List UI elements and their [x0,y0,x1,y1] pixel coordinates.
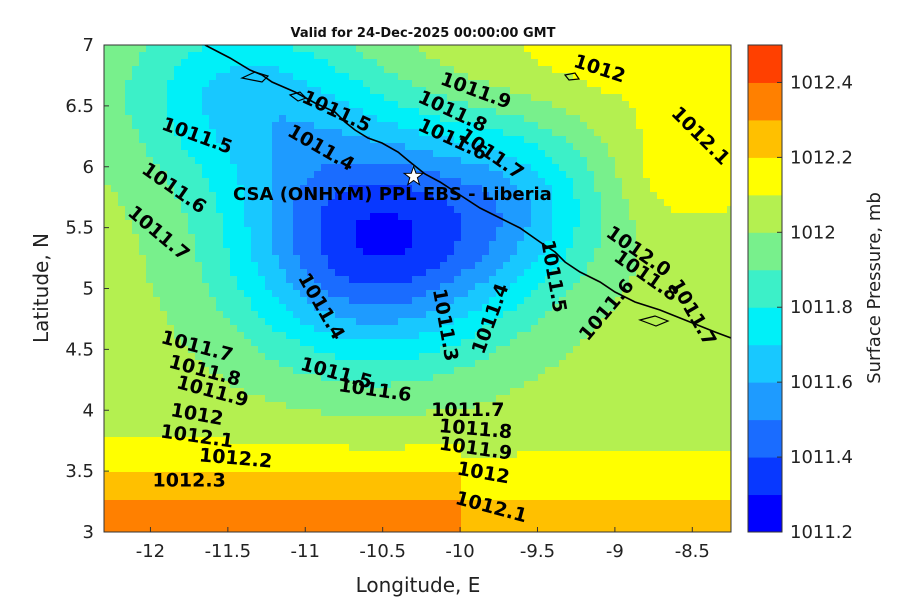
colorbar-label: Surface Pressure, mb [864,192,885,384]
x-tick-label: -11.5 [205,541,252,562]
colorbar [747,44,783,533]
contour-label: 1011.7 [431,399,504,421]
x-tick-label: -8.5 [675,541,710,562]
colorbar-swatch [748,157,782,196]
colorbar-swatch [748,232,782,271]
y-tick-label: 6.5 [65,96,94,117]
colorbar-swatch [748,419,782,458]
colorbar-ticks: 1011.2 1011.4 1011.6 1011.8 1012 1012.2 1012.4 [777,72,853,543]
x-axis-label: Longitude, E [356,573,481,597]
y-tick-label: 4 [83,400,94,421]
y-axis-label: Latitude, N [29,233,53,343]
x-tick-label: -9.5 [520,541,555,562]
colorbar-swatch [748,344,782,383]
x-axis-ticks: -12 -11.5 -11 -10.5 -10 -9.5 -9 -8.5 [136,527,710,562]
colorbar-swatch [748,494,782,533]
colorbar-tick-label: 1012.4 [790,72,853,93]
colorbar-swatch [748,45,782,83]
coastline [204,45,731,339]
colorbar-tick-label: 1011.4 [790,447,853,468]
x-tick-label: -9 [606,541,624,562]
x-tick-label: -10.5 [359,541,406,562]
y-tick-label: 3.5 [65,461,94,482]
y-tick-label: 5 [83,279,94,300]
colorbar-tick-label: 1012.2 [790,147,853,168]
y-tick-label: 6 [83,157,94,178]
y-tick-label: 4.5 [65,339,94,360]
y-tick-label: 7 [83,35,94,56]
plot-area: 10121011.91011.81011.61011.71011.51011.4… [104,45,731,532]
x-tick-label: -12 [136,541,165,562]
site-label: CSA (ONHYM) PPL EBS - Liberia [233,184,552,205]
y-tick-label: 5.5 [65,218,94,239]
site-star-icon [402,164,425,186]
colorbar-swatch [748,457,782,496]
colorbar-swatch [748,269,782,308]
contour-label: 1012.3 [152,469,225,491]
x-tick-label: -10 [445,541,474,562]
colorbar-tick-label: 1011.2 [790,522,853,543]
x-tick-label: -11 [291,541,320,562]
y-axis-ticks: 3 3.5 4 4.5 5 5.5 6 6.5 7 [65,35,109,543]
pressure-fill-layers [104,45,731,532]
colorbar-swatch [748,82,782,121]
colorbar-swatch [748,382,782,421]
y-tick-label: 3 [83,522,94,543]
site-marker [402,164,425,186]
chart-title: Valid for 24-Dec-2025 00:00:00 GMT [291,26,556,41]
colorbar-swatch [748,119,782,158]
colorbar-tick-label: 1011.8 [790,297,853,318]
colorbar-swatch [748,307,782,346]
colorbar-tick-label: 1011.6 [790,372,853,393]
colorbar-tick-label: 1012 [790,222,836,243]
colorbar-swatch [748,194,782,233]
